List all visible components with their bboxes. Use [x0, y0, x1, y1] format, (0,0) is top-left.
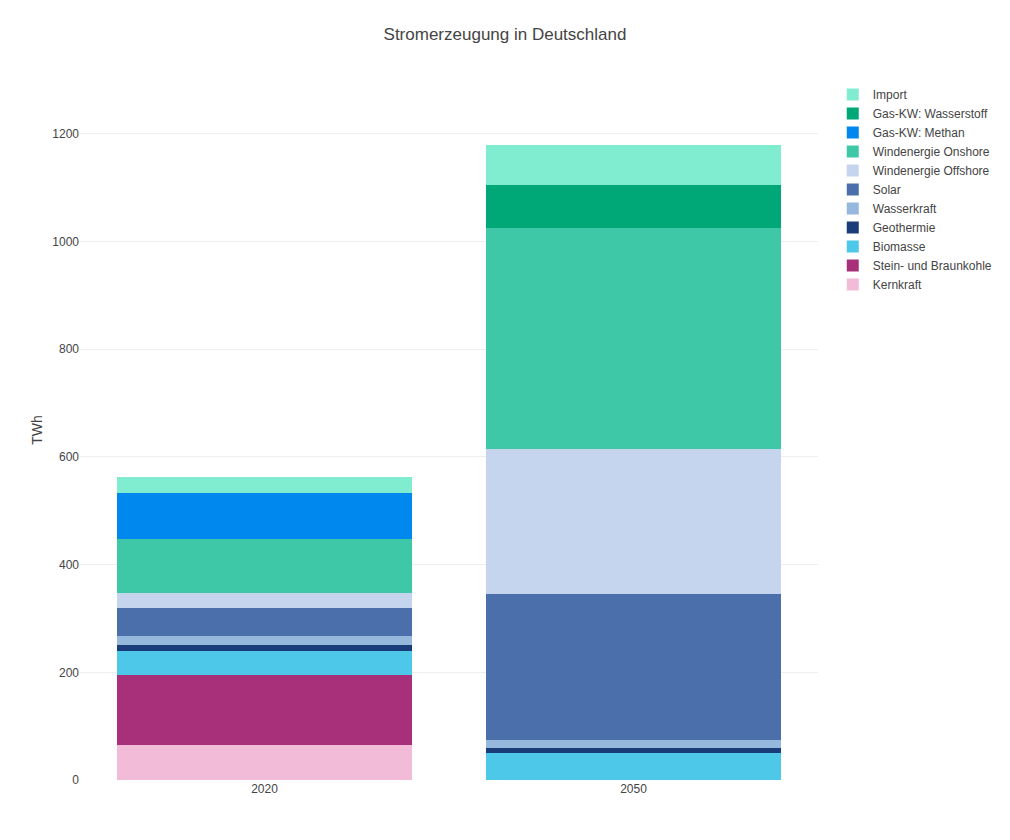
- svg-text:0: 0: [72, 773, 79, 787]
- svg-text:1000: 1000: [52, 235, 79, 249]
- svg-text:Gas-KW: Methan: Gas-KW: Methan: [873, 126, 965, 140]
- svg-text:Solar: Solar: [873, 183, 901, 197]
- svg-text:Geothermie: Geothermie: [873, 221, 936, 235]
- svg-text:Wasserkraft: Wasserkraft: [873, 202, 937, 216]
- svg-text:Kernkraft: Kernkraft: [873, 278, 922, 292]
- svg-text:Gas-KW: Wasserstoff: Gas-KW: Wasserstoff: [873, 107, 988, 121]
- svg-text:TWh: TWh: [29, 415, 45, 445]
- svg-text:Biomasse: Biomasse: [873, 240, 926, 254]
- svg-text:Import: Import: [873, 88, 908, 102]
- svg-text:400: 400: [59, 558, 79, 572]
- svg-text:Stein- und Braunkohle: Stein- und Braunkohle: [873, 259, 992, 273]
- svg-text:2020: 2020: [251, 782, 278, 796]
- svg-text:800: 800: [59, 342, 79, 356]
- svg-text:200: 200: [59, 666, 79, 680]
- svg-text:1200: 1200: [52, 127, 79, 141]
- svg-text:Stromerzeugung in Deutschland: Stromerzeugung in Deutschland: [384, 25, 627, 44]
- svg-text:2050: 2050: [620, 782, 647, 796]
- svg-text:Windenergie Onshore: Windenergie Onshore: [873, 145, 990, 159]
- svg-text:600: 600: [59, 450, 79, 464]
- svg-text:Windenergie Offshore: Windenergie Offshore: [873, 164, 990, 178]
